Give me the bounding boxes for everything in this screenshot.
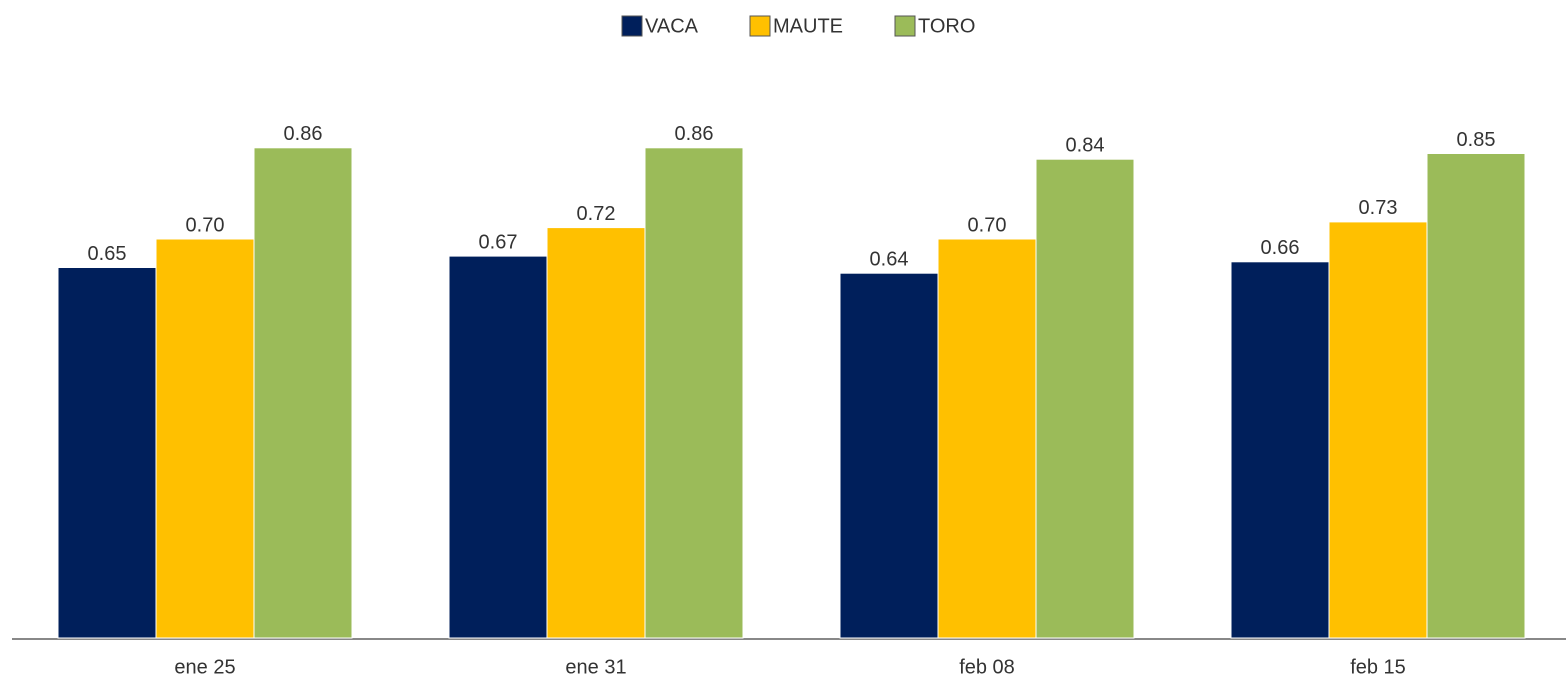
value-label: 0.73 (1359, 197, 1398, 219)
bar (839, 272, 939, 639)
legend-label: TORO (918, 15, 975, 37)
x-tick-label: ene 25 (174, 656, 235, 678)
value-label: 0.72 (577, 203, 616, 225)
value-label: 0.86 (675, 123, 714, 145)
legend-label: MAUTE (773, 15, 843, 37)
bar (448, 255, 548, 639)
value-label: 0.65 (88, 243, 127, 265)
bar (1328, 221, 1428, 639)
legend-swatch (621, 15, 643, 37)
legend-swatch (749, 15, 771, 37)
bar (546, 227, 646, 639)
value-label: 0.66 (1261, 237, 1300, 259)
bar (253, 147, 353, 639)
bar (57, 267, 157, 639)
bar (1035, 158, 1135, 639)
bar (644, 147, 744, 639)
bar (155, 238, 255, 639)
bar (937, 238, 1037, 639)
value-label: 0.67 (479, 231, 518, 253)
legend-swatch (894, 15, 916, 37)
value-label: 0.84 (1066, 134, 1105, 156)
bar (1426, 153, 1526, 639)
legend-label: VACA (645, 15, 699, 37)
value-label: 0.70 (968, 214, 1007, 236)
x-tick-label: feb 15 (1350, 656, 1406, 678)
value-label: 0.86 (284, 123, 323, 145)
x-tick-label: ene 31 (565, 656, 626, 678)
bar (1230, 261, 1330, 639)
value-label: 0.70 (186, 214, 225, 236)
value-label: 0.64 (870, 248, 909, 270)
value-label: 0.85 (1457, 129, 1496, 151)
x-tick-label: feb 08 (959, 656, 1015, 678)
